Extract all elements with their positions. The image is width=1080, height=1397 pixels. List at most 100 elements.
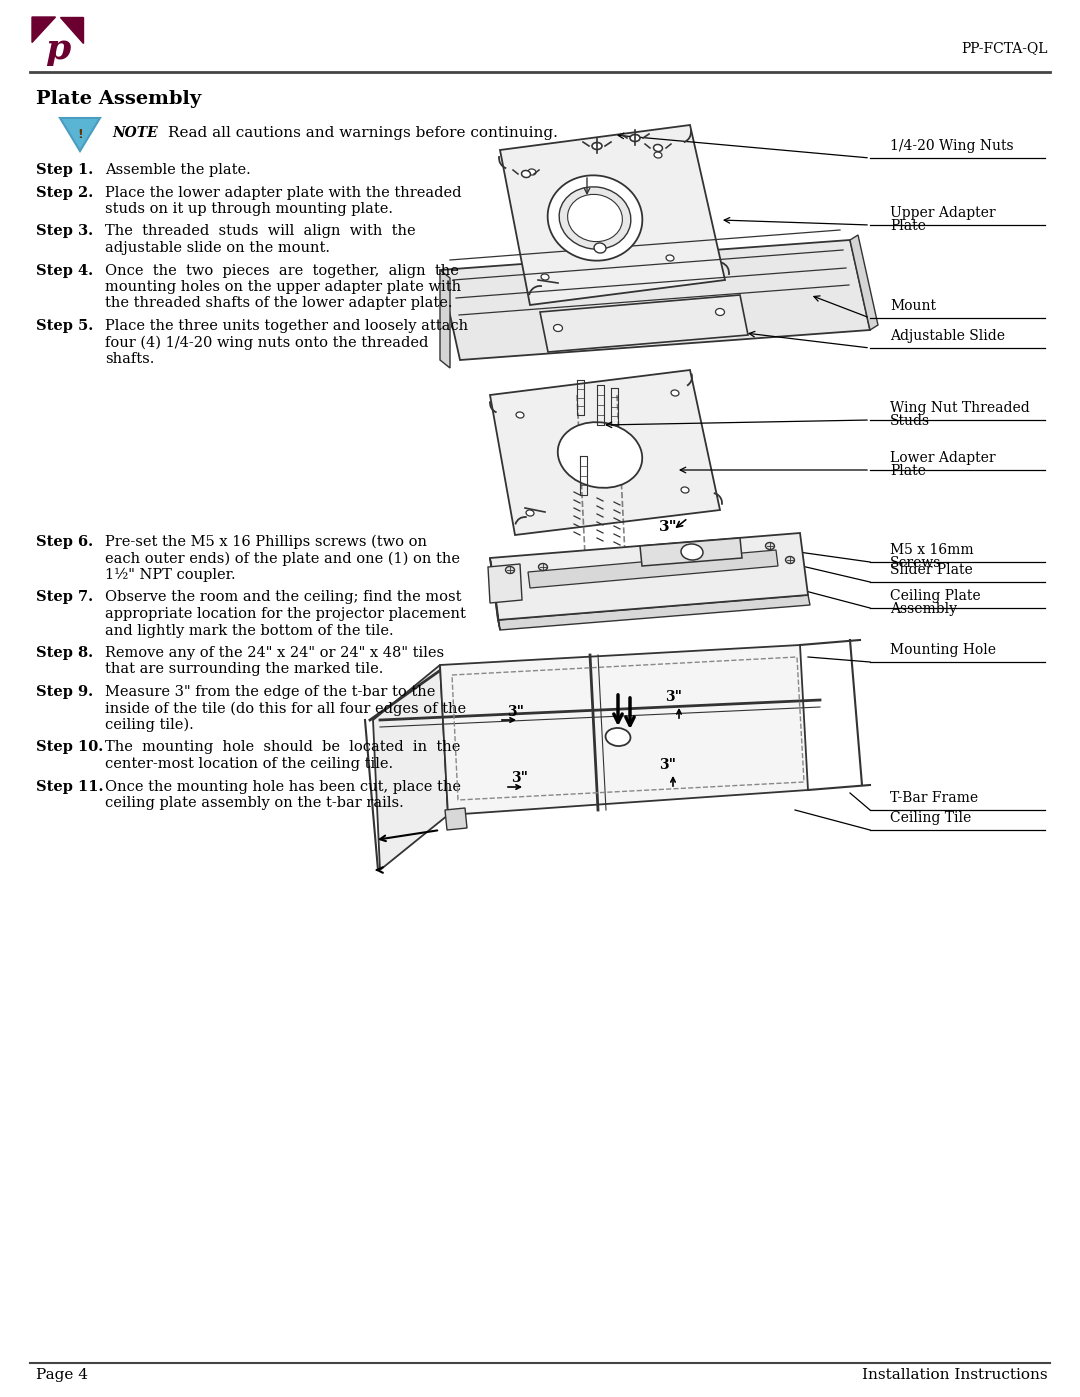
Text: center-most location of the ceiling tile.: center-most location of the ceiling tile… [105, 757, 393, 771]
Ellipse shape [766, 542, 774, 549]
Text: Once the mounting hole has been cut, place the: Once the mounting hole has been cut, pla… [105, 780, 461, 793]
Text: Step 1.: Step 1. [36, 163, 93, 177]
Ellipse shape [554, 324, 563, 331]
Polygon shape [373, 665, 448, 870]
Text: M5 x 16mm: M5 x 16mm [890, 543, 974, 557]
Text: NOTE: NOTE [112, 126, 158, 140]
Polygon shape [850, 235, 878, 330]
Text: 3": 3" [512, 771, 528, 785]
Text: 3": 3" [665, 690, 683, 704]
Ellipse shape [681, 488, 689, 493]
Text: the threaded shafts of the lower adapter plate.: the threaded shafts of the lower adapter… [105, 296, 453, 310]
Polygon shape [528, 550, 778, 588]
Polygon shape [488, 564, 522, 604]
Text: Installation Instructions: Installation Instructions [862, 1368, 1048, 1382]
Text: Place the three units together and loosely attach: Place the three units together and loose… [105, 319, 468, 332]
Text: Plate: Plate [890, 464, 926, 478]
Ellipse shape [539, 563, 548, 570]
Polygon shape [59, 17, 83, 42]
Text: Page 4: Page 4 [36, 1368, 87, 1382]
Text: Step 9.: Step 9. [36, 685, 93, 698]
Polygon shape [445, 807, 467, 830]
Text: Measure 3" from the edge of the t-bar to the: Measure 3" from the edge of the t-bar to… [105, 685, 435, 698]
Text: ceiling plate assembly on the t-bar rails.: ceiling plate assembly on the t-bar rail… [105, 796, 404, 810]
Text: 1/4-20 Wing Nuts: 1/4-20 Wing Nuts [890, 138, 1014, 154]
Text: inside of the tile (do this for all four edges of the: inside of the tile (do this for all four… [105, 701, 467, 715]
Text: Mounting Hole: Mounting Hole [890, 643, 996, 657]
Ellipse shape [559, 187, 631, 249]
Text: Slider Plate: Slider Plate [890, 563, 973, 577]
Ellipse shape [541, 274, 549, 279]
Ellipse shape [716, 309, 725, 316]
Text: The  threaded  studs  will  align  with  the: The threaded studs will align with the [105, 225, 416, 239]
Polygon shape [440, 240, 870, 360]
Text: Step 6.: Step 6. [36, 535, 93, 549]
Text: Wing Nut Threaded: Wing Nut Threaded [890, 401, 1029, 415]
Text: Pre-set the M5 x 16 Phillips screws (two on: Pre-set the M5 x 16 Phillips screws (two… [105, 535, 427, 549]
Polygon shape [60, 117, 100, 151]
Ellipse shape [666, 256, 674, 261]
Text: 3": 3" [508, 705, 525, 719]
Text: Ceiling Plate: Ceiling Plate [890, 590, 981, 604]
Text: Plate: Plate [890, 219, 926, 233]
Ellipse shape [528, 169, 536, 175]
Text: p: p [45, 32, 70, 66]
Text: mounting holes on the upper adapter plate with: mounting holes on the upper adapter plat… [105, 279, 461, 293]
Text: Step 11.: Step 11. [36, 780, 104, 793]
Text: Step 8.: Step 8. [36, 645, 93, 659]
Polygon shape [440, 645, 808, 814]
Text: and lightly mark the bottom of the tile.: and lightly mark the bottom of the tile. [105, 623, 393, 637]
Text: PP-FCTA-QL: PP-FCTA-QL [961, 41, 1048, 54]
Text: Studs: Studs [890, 414, 930, 427]
Text: Mount: Mount [890, 299, 936, 313]
Polygon shape [540, 295, 748, 352]
Text: Lower Adapter: Lower Adapter [890, 451, 996, 465]
Text: Step 2.: Step 2. [36, 186, 93, 200]
Polygon shape [440, 270, 450, 367]
Polygon shape [500, 124, 725, 305]
Polygon shape [32, 17, 55, 42]
Text: Assembly: Assembly [890, 602, 957, 616]
Ellipse shape [522, 170, 530, 177]
Text: 1½" NPT coupler.: 1½" NPT coupler. [105, 569, 235, 583]
Ellipse shape [568, 194, 622, 242]
Text: Step 10.: Step 10. [36, 740, 104, 754]
Ellipse shape [671, 390, 679, 395]
Text: Upper Adapter: Upper Adapter [890, 205, 996, 219]
Ellipse shape [630, 134, 640, 141]
Text: The  mounting  hole  should  be  located  in  the: The mounting hole should be located in t… [105, 740, 460, 754]
Text: four (4) 1/4-20 wing nuts onto the threaded: four (4) 1/4-20 wing nuts onto the threa… [105, 335, 429, 349]
Text: ceiling tile).: ceiling tile). [105, 718, 193, 732]
Ellipse shape [557, 422, 643, 488]
Text: Observe the room and the ceiling; find the most: Observe the room and the ceiling; find t… [105, 591, 461, 605]
Text: Plate Assembly: Plate Assembly [36, 89, 201, 108]
Ellipse shape [594, 243, 606, 253]
Text: studs on it up through mounting plate.: studs on it up through mounting plate. [105, 203, 393, 217]
Text: Step 3.: Step 3. [36, 225, 93, 239]
Polygon shape [490, 534, 808, 620]
Text: Once  the  two  pieces  are  together,  align  the: Once the two pieces are together, align … [105, 264, 459, 278]
Polygon shape [490, 557, 500, 630]
Text: shafts.: shafts. [105, 352, 154, 366]
Text: each outer ends) of the plate and one (1) on the: each outer ends) of the plate and one (1… [105, 552, 460, 566]
Ellipse shape [516, 412, 524, 418]
Text: !: ! [77, 129, 83, 141]
Ellipse shape [681, 543, 703, 560]
Text: Adjustable Slide: Adjustable Slide [890, 330, 1005, 344]
Ellipse shape [785, 556, 795, 563]
Text: T-Bar Frame: T-Bar Frame [890, 791, 978, 805]
Polygon shape [640, 538, 742, 566]
Text: that are surrounding the marked tile.: that are surrounding the marked tile. [105, 662, 383, 676]
Text: Step 7.: Step 7. [36, 591, 93, 605]
Ellipse shape [548, 176, 643, 261]
Text: Step 5.: Step 5. [36, 319, 93, 332]
Text: Screws: Screws [890, 556, 942, 570]
Ellipse shape [505, 567, 514, 574]
Text: Step 4.: Step 4. [36, 264, 93, 278]
FancyBboxPatch shape [30, 15, 85, 70]
Text: Place the lower adapter plate with the threaded: Place the lower adapter plate with the t… [105, 186, 461, 200]
Text: adjustable slide on the mount.: adjustable slide on the mount. [105, 242, 330, 256]
Ellipse shape [654, 152, 662, 158]
Ellipse shape [526, 510, 534, 515]
Ellipse shape [592, 142, 602, 149]
